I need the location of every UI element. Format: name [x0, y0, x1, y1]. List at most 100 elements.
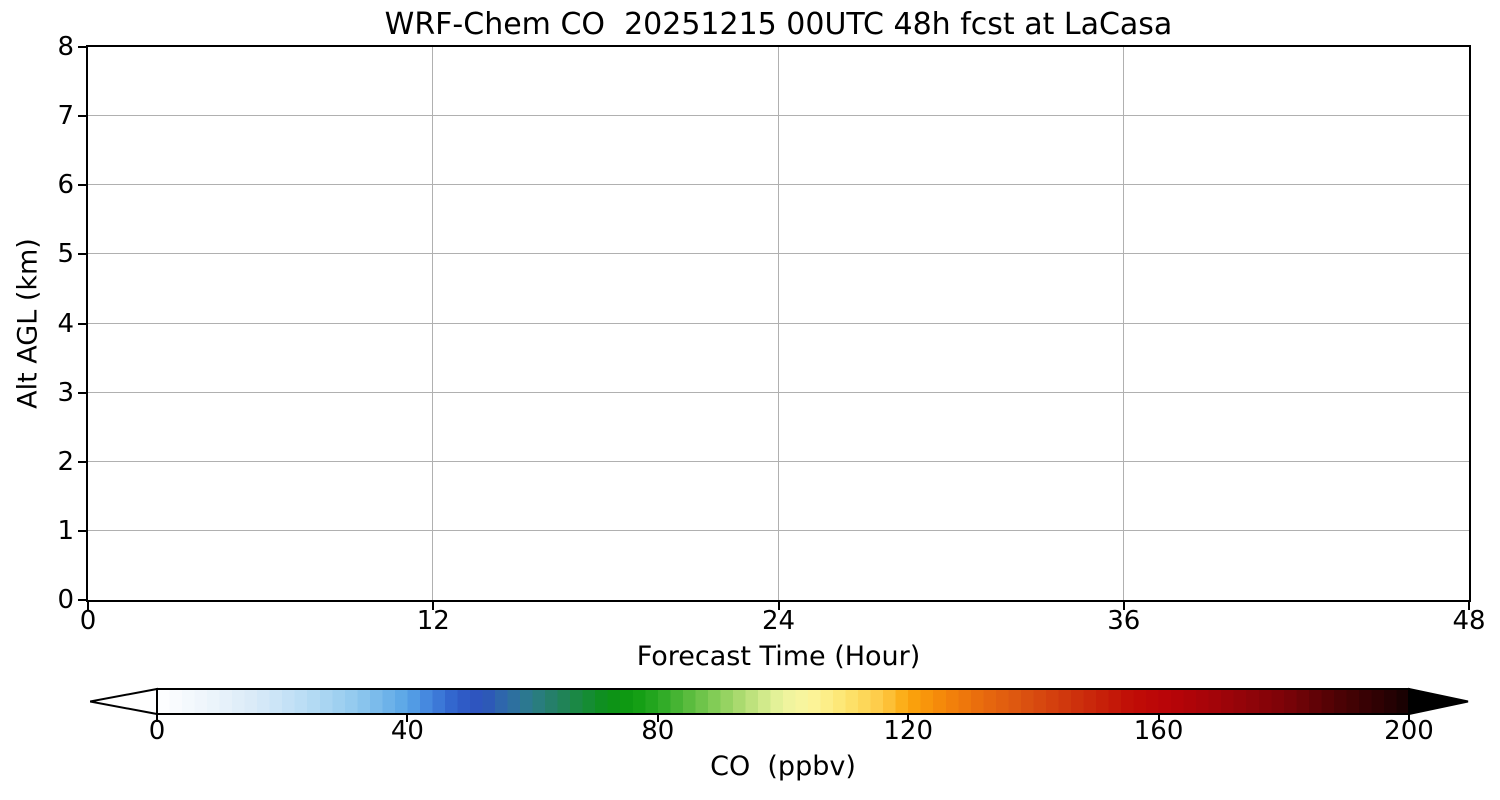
colorbar-segment	[1045, 689, 1060, 714]
y-tick-mark	[78, 184, 87, 187]
colorbar-segment	[294, 689, 308, 714]
y-tick-label: 0	[57, 585, 74, 615]
x-tick-label: 36	[1107, 606, 1141, 636]
y-tick-label: 4	[57, 308, 74, 339]
colorbar-segment	[532, 689, 546, 714]
colorbar-segment	[770, 689, 784, 714]
colorbar-segment	[194, 689, 208, 714]
colorbar-segment	[757, 689, 772, 714]
colorbar-segment	[182, 689, 196, 714]
colorbar-segment	[670, 689, 684, 714]
colorbar-segment	[282, 689, 296, 714]
colorbar-segment	[1208, 689, 1222, 714]
x-tick-mark	[777, 601, 780, 610]
colorbar-segment	[920, 689, 934, 714]
x-tick-mark	[1468, 601, 1470, 610]
colorbar-segment	[1133, 689, 1147, 714]
colorbar-tick-mark	[156, 714, 158, 722]
x-tick-mark	[1122, 601, 1125, 610]
colorbar-tick-label: 160	[1133, 716, 1184, 746]
colorbar-segment	[219, 689, 233, 714]
colorbar-segment	[1333, 689, 1347, 714]
colorbar-segment	[645, 689, 659, 714]
y-tick-mark	[78, 391, 87, 394]
colorbar-segment	[783, 689, 797, 714]
colorbar-segment	[394, 689, 408, 714]
x-tick-label: 0	[79, 606, 97, 636]
colorbar-segment	[870, 689, 884, 714]
colorbar-segment	[657, 689, 671, 714]
colorbar-segment	[1108, 689, 1122, 714]
colorbar-under-arrow	[90, 687, 158, 716]
colorbar-segment	[820, 689, 834, 714]
colorbar-segment	[1383, 689, 1398, 714]
colorbar-segment	[1258, 689, 1272, 714]
x-tick-label: 12	[416, 606, 450, 636]
colorbar-tick-mark	[1408, 714, 1410, 722]
colorbar-tick-mark	[656, 714, 659, 722]
y-tick-mark	[78, 46, 87, 48]
gridline-horizontal	[87, 391, 1469, 393]
colorbar-segment	[1171, 689, 1185, 714]
colorbar-segment	[745, 689, 759, 714]
colorbar-segment	[357, 689, 371, 714]
colorbar-segment	[707, 689, 721, 714]
colorbar-segment	[808, 689, 822, 714]
colorbar-segment	[520, 689, 534, 714]
colorbar-segment	[495, 689, 509, 714]
colorbar-segment	[1346, 689, 1360, 714]
colorbar-segment	[795, 689, 809, 714]
colorbar-segment	[1196, 689, 1210, 714]
colorbar-tick-mark	[1157, 714, 1160, 722]
colorbar-segment	[1083, 689, 1097, 714]
colorbar-over-arrow	[1408, 687, 1469, 716]
colorbar-segment	[1283, 689, 1297, 714]
y-tick-label: 8	[57, 32, 74, 62]
colorbar-segment	[983, 689, 997, 714]
y-tick-mark	[78, 322, 87, 325]
y-tick-label: 3	[57, 377, 74, 408]
colorbar-segment	[895, 689, 909, 714]
colorbar-segment	[1308, 689, 1322, 714]
colorbar-tick-label: 40	[390, 716, 424, 746]
colorbar-segment	[1008, 689, 1022, 714]
colorbar-segment	[1033, 689, 1047, 714]
x-tick-mark	[87, 601, 89, 610]
colorbar-segment	[1058, 689, 1072, 714]
colorbar-segment	[157, 689, 171, 714]
colorbar-segment	[1070, 689, 1085, 714]
y-tick-mark	[78, 529, 87, 532]
colorbar-segment	[858, 689, 872, 714]
y-tick-label: 7	[57, 101, 74, 132]
colorbar-segment	[595, 689, 609, 714]
colorbar-segment	[933, 689, 947, 714]
colorbar-segment	[908, 689, 922, 714]
colorbar-segment	[257, 689, 271, 714]
colorbar-segment	[557, 689, 571, 714]
gridline-horizontal	[87, 460, 1469, 462]
colorbar-segment	[332, 689, 346, 714]
colorbar-segment	[307, 689, 321, 714]
colorbar-segment	[432, 689, 446, 714]
y-tick-label: 5	[57, 239, 74, 270]
y-tick-label: 2	[57, 446, 74, 477]
colorbar-segment	[883, 689, 897, 714]
gridline-horizontal	[87, 529, 1469, 531]
colorbar-segment	[1246, 689, 1260, 714]
colorbar-segment	[695, 689, 709, 714]
colorbar-segment	[232, 689, 246, 714]
gridline-horizontal	[87, 184, 1469, 186]
colorbar-segment	[1096, 689, 1110, 714]
colorbar-segment	[1158, 689, 1172, 714]
colorbar-segment	[570, 689, 584, 714]
colorbar-segment	[1358, 689, 1373, 714]
colorbar-segment	[244, 689, 258, 714]
colorbar-segment	[457, 689, 471, 714]
colorbar-segment	[682, 689, 696, 714]
y-tick-mark	[78, 253, 87, 256]
colorbar-tick-label: 80	[641, 716, 675, 746]
colorbar-segment	[632, 689, 646, 714]
colorbar-segment	[1183, 689, 1197, 714]
colorbar-segment	[207, 689, 221, 714]
